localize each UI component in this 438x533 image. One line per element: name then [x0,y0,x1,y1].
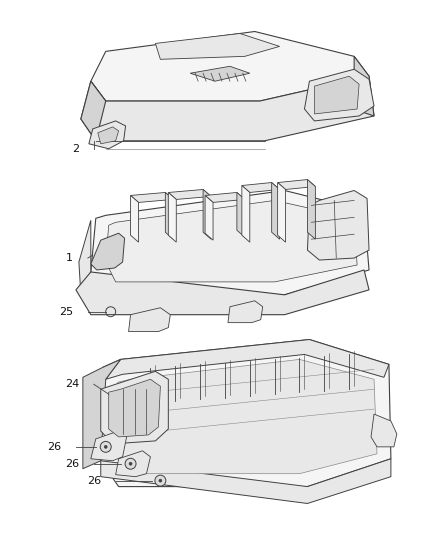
Polygon shape [89,121,126,149]
Circle shape [100,441,111,453]
Polygon shape [131,192,173,203]
Polygon shape [106,200,357,282]
Polygon shape [81,81,106,141]
Polygon shape [354,56,374,116]
Polygon shape [83,359,120,469]
Polygon shape [278,180,315,190]
Circle shape [155,475,166,486]
Polygon shape [205,196,213,240]
Polygon shape [98,127,119,144]
Text: 25: 25 [59,306,73,317]
Polygon shape [307,190,369,260]
Polygon shape [371,414,397,447]
Circle shape [104,446,107,448]
Polygon shape [237,192,245,237]
Polygon shape [242,185,250,242]
Polygon shape [91,31,369,101]
Polygon shape [101,459,391,504]
Circle shape [125,458,136,469]
Polygon shape [101,372,168,444]
Polygon shape [106,340,389,379]
Polygon shape [203,190,211,239]
Polygon shape [168,192,176,242]
Polygon shape [165,192,173,239]
Circle shape [129,462,132,465]
Polygon shape [129,308,170,332]
Polygon shape [307,180,315,239]
Polygon shape [168,190,211,199]
Polygon shape [228,301,263,322]
Circle shape [159,479,162,482]
Polygon shape [155,34,279,59]
Text: 26: 26 [65,459,79,469]
Text: 26: 26 [47,442,61,452]
Text: 2: 2 [72,144,79,154]
Polygon shape [242,182,279,192]
Polygon shape [272,182,279,239]
Polygon shape [304,69,374,121]
Text: 24: 24 [65,379,79,389]
Polygon shape [116,359,377,474]
Polygon shape [109,379,160,437]
Polygon shape [205,192,245,203]
Polygon shape [79,220,91,295]
Polygon shape [76,270,369,314]
Text: 26: 26 [87,475,101,486]
Polygon shape [190,66,250,81]
Polygon shape [314,76,359,114]
Polygon shape [278,182,286,242]
Polygon shape [116,451,150,477]
Polygon shape [81,76,374,141]
Text: 1: 1 [66,253,73,263]
Polygon shape [91,190,369,295]
Polygon shape [91,233,124,270]
Polygon shape [131,196,138,242]
Polygon shape [101,340,391,487]
Polygon shape [91,431,127,461]
